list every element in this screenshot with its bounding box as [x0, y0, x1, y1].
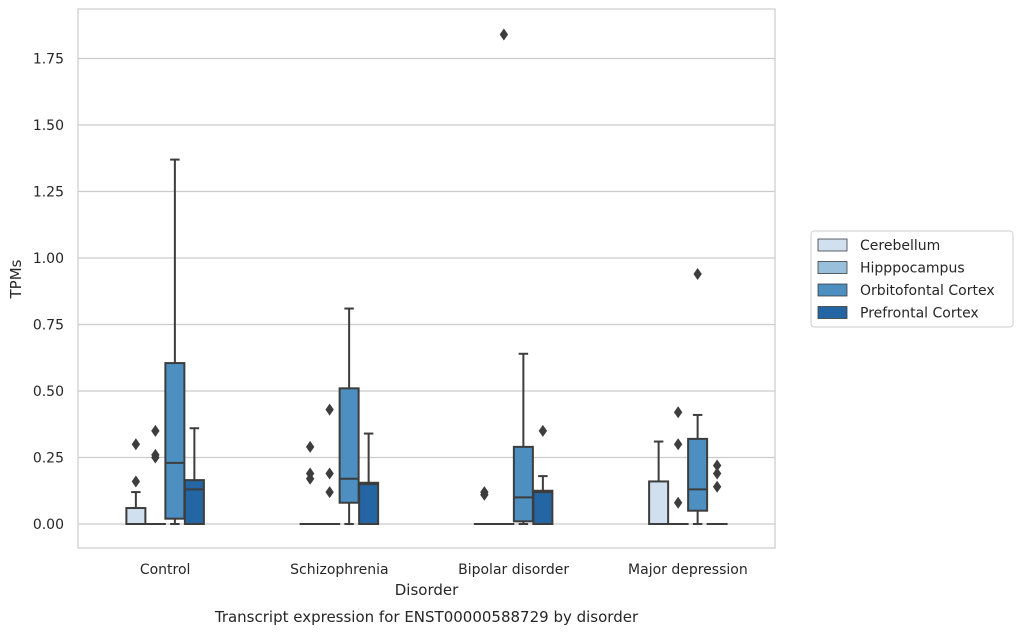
- legend-swatch: [817, 306, 848, 319]
- box-body: [512, 445, 534, 523]
- box-body: [358, 481, 380, 525]
- y-tick-label: 1.50: [33, 118, 64, 134]
- box-body: [687, 437, 709, 512]
- outlier-point: [325, 486, 334, 499]
- y-tick-label: 0.50: [33, 384, 64, 400]
- box-3-3: [706, 459, 728, 526]
- outlier-point: [305, 467, 315, 480]
- outlier-point: [480, 486, 489, 499]
- legend-swatch: [817, 238, 848, 252]
- legend-label: Orbitofontal Cortex: [860, 283, 995, 299]
- outlier-point: [712, 480, 722, 493]
- outlier-point: [151, 424, 160, 437]
- outlier-point: [693, 267, 702, 280]
- outlier-point: [673, 438, 683, 451]
- box-3-0: [183, 427, 205, 525]
- x-tick-label: Bipolar disorder: [458, 562, 569, 578]
- box-1-3: [667, 406, 689, 526]
- outlier-point: [325, 467, 334, 480]
- box-1-2: [493, 28, 515, 526]
- outlier-point: [499, 28, 509, 41]
- box-0-0: [125, 438, 147, 526]
- outlier-point: [538, 424, 548, 437]
- y-tick-labels: 0.00 0.25 0.50 0.75 1.00 1.25 1.50 1.75: [33, 52, 64, 534]
- box-1-0: [144, 424, 166, 526]
- x-tick-label: Major depression: [628, 562, 748, 578]
- outlier-point: [712, 467, 722, 480]
- outlier-point: [325, 403, 334, 416]
- box-2-3: [687, 267, 709, 525]
- legend: Cerebellum Hipppocampus Orbitofontal Corte…: [810, 230, 1014, 328]
- box-0-1: [299, 440, 321, 526]
- y-tick-label: 1.25: [33, 185, 64, 201]
- y-tick-label: 0.00: [33, 517, 64, 533]
- legend-frame: [810, 230, 1014, 328]
- y-tick-label: 1.00: [33, 251, 64, 267]
- y-tick-label: 0.25: [33, 451, 64, 467]
- box-2-2: [512, 352, 534, 525]
- legend-label: Hipppocampus: [860, 261, 965, 277]
- y-tick-label: 1.75: [33, 52, 64, 68]
- box-body: [164, 362, 186, 520]
- box-body: [183, 479, 205, 525]
- box-body: [532, 489, 554, 525]
- box-3-1: [358, 432, 380, 525]
- legend-label: Prefrontal Cortex: [860, 306, 979, 322]
- box-body: [648, 480, 670, 526]
- y-axis-title: TPMs: [7, 259, 25, 299]
- box-1-1: [319, 403, 341, 526]
- plot-frame: [77, 8, 776, 549]
- box-series: [125, 28, 728, 526]
- box-3-2: [532, 424, 554, 525]
- legend-label: Cerebellum: [860, 238, 940, 254]
- outlier-point: [673, 496, 683, 509]
- chart-caption: Transcript expression for ENST0000058872…: [214, 608, 639, 626]
- y-tick-label: 0.75: [33, 318, 64, 334]
- x-tick-labels: Control Schizophrenia Bipolar disorder Majo…: [140, 562, 748, 578]
- x-tick-label: Schizophrenia: [290, 562, 388, 578]
- box-2-0: [164, 158, 186, 525]
- x-tick-label: Control: [140, 562, 191, 578]
- box-0-3: [648, 440, 670, 526]
- outlier-point: [305, 440, 315, 453]
- legend-swatch: [817, 261, 848, 274]
- box-2-1: [338, 307, 360, 525]
- outlier-point: [712, 459, 722, 472]
- box-0-2: [473, 486, 495, 526]
- outlier-point: [151, 448, 160, 461]
- box-body: [338, 387, 360, 504]
- outlier-point: [131, 438, 141, 451]
- outlier-point: [131, 475, 141, 488]
- legend-swatch: [817, 283, 848, 297]
- x-axis-title: Disorder: [395, 581, 459, 599]
- outlier-point: [673, 406, 683, 419]
- box-body: [125, 507, 147, 526]
